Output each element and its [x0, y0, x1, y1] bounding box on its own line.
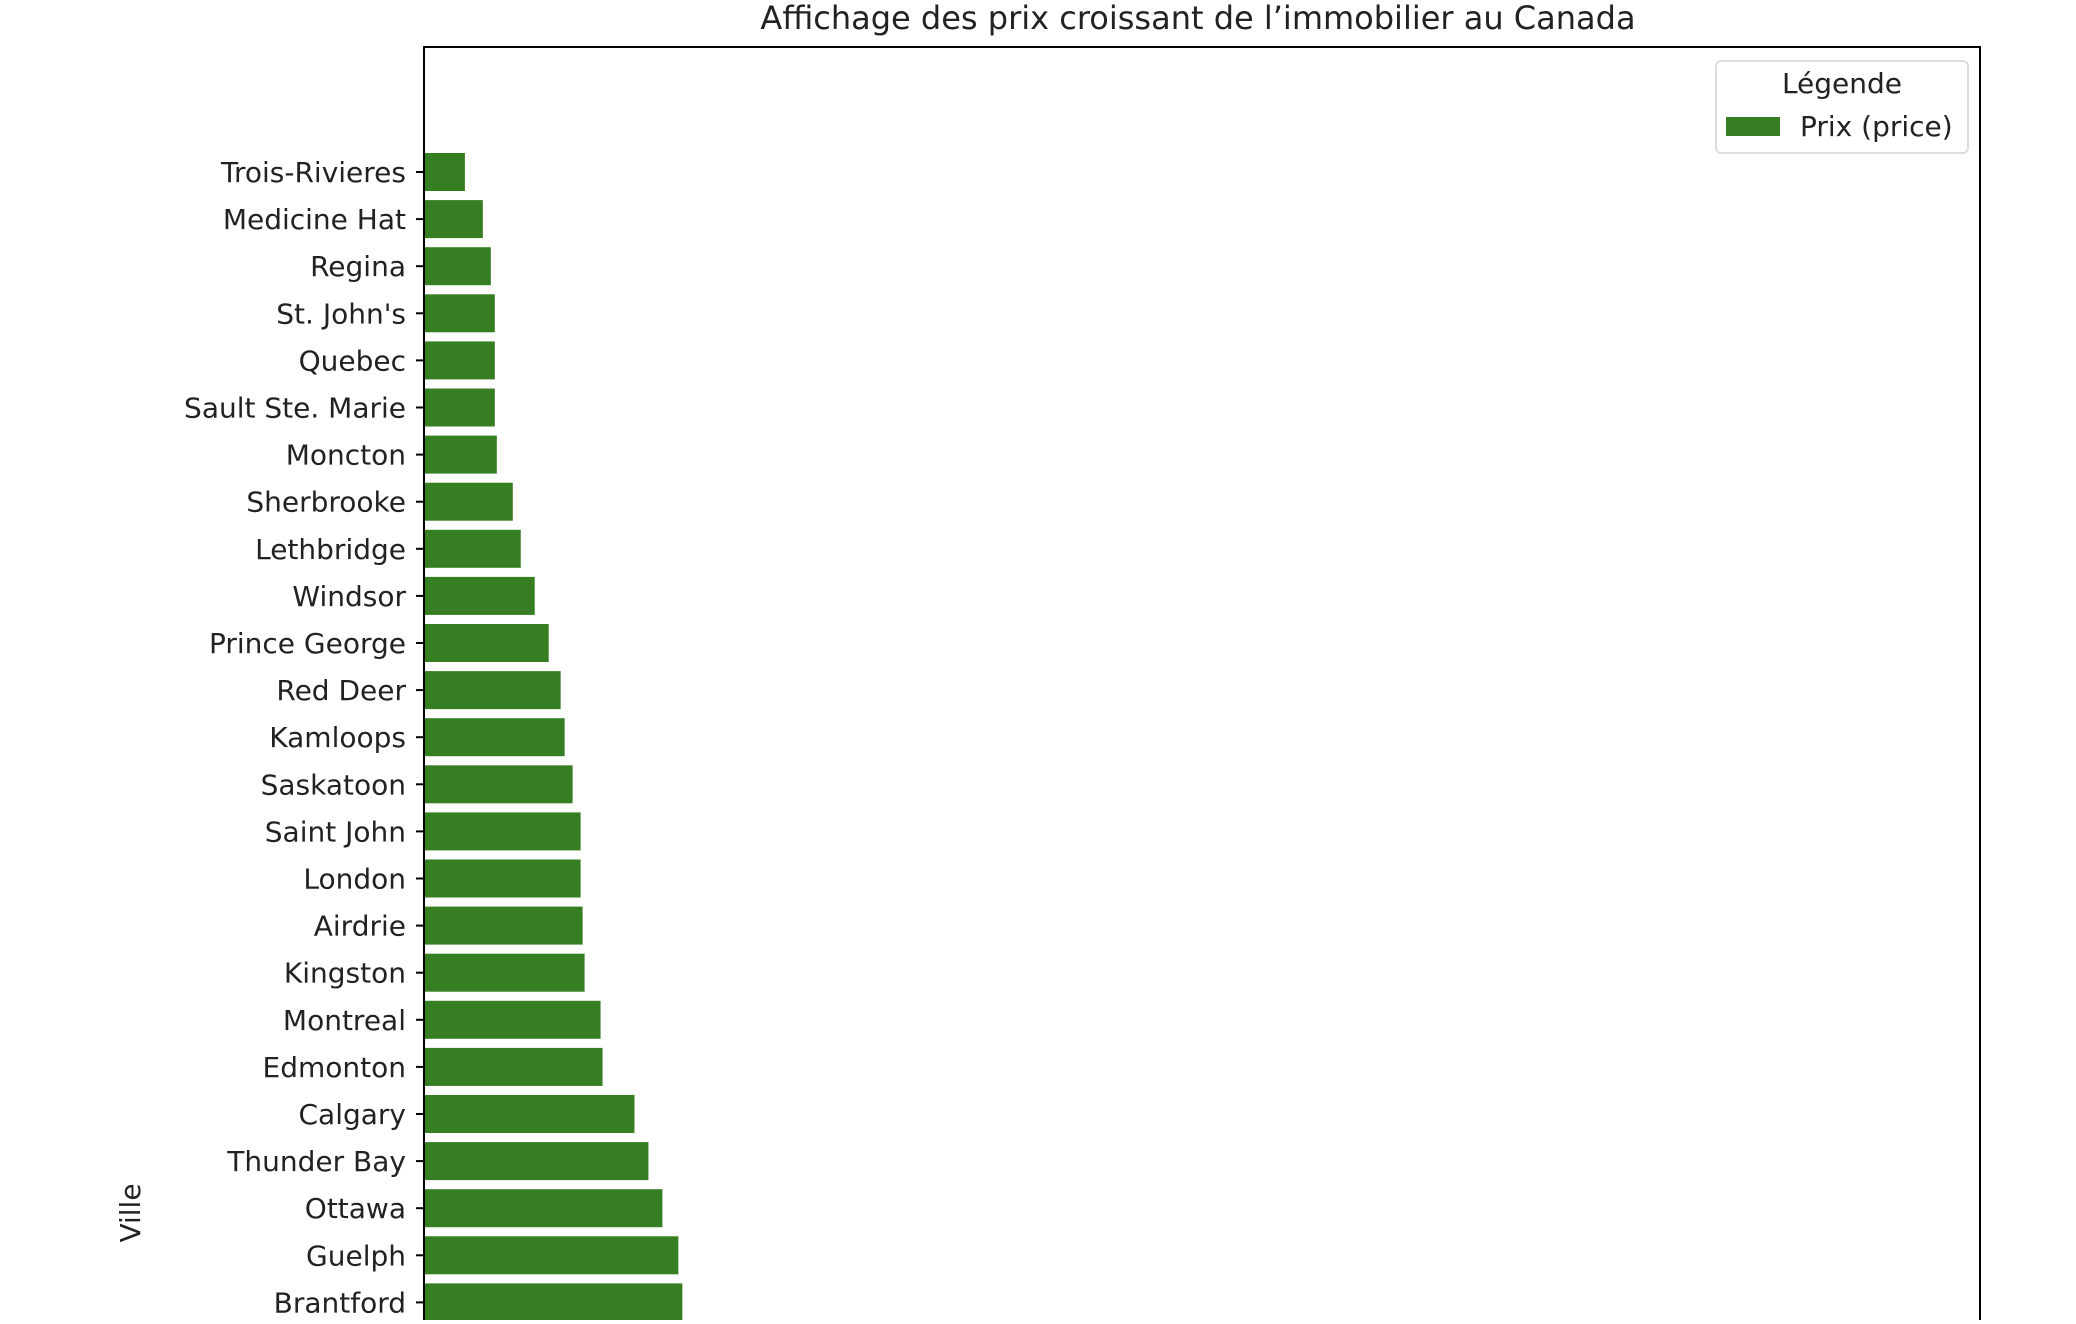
- y-tick-label: London: [303, 863, 406, 896]
- bar: [425, 1283, 683, 1322]
- legend-label: Prix (price): [1800, 110, 1953, 143]
- y-tick-label: Calgary: [298, 1098, 406, 1131]
- bar: [425, 1047, 603, 1086]
- bar: [425, 953, 585, 992]
- bar: [425, 435, 497, 474]
- bar: [425, 153, 465, 191]
- chart-title: Affichage des prix croissant de l’immobi…: [760, 0, 1635, 37]
- y-tick-label: Ottawa: [305, 1192, 406, 1225]
- y-tick-label: Edmonton: [263, 1051, 406, 1084]
- bar: [425, 482, 513, 521]
- y-tick-label: Brantford: [274, 1286, 406, 1319]
- bar: [425, 812, 581, 851]
- y-tick-label: Trois-Rivieres: [220, 156, 406, 189]
- y-tick-label: Saskatoon: [261, 768, 406, 801]
- bar: [425, 1236, 679, 1275]
- bar: [425, 529, 521, 568]
- bar: [425, 294, 495, 333]
- y-tick-label: Prince George: [209, 627, 406, 660]
- y-tick-label: Regina: [310, 250, 406, 283]
- y-tick-label: Kingston: [284, 957, 406, 990]
- bar: [425, 1095, 635, 1133]
- y-tick-label: Airdrie: [314, 910, 406, 943]
- bar: [425, 624, 549, 662]
- bar: [425, 388, 495, 427]
- bar: [425, 1000, 601, 1039]
- bar: [425, 718, 565, 757]
- y-tick-label: Red Deer: [276, 674, 406, 707]
- bar: [425, 576, 535, 615]
- y-tick-label: Saint John: [265, 815, 406, 848]
- y-tick-label: Montreal: [283, 1004, 406, 1037]
- y-axis-label: Ville: [114, 1183, 147, 1242]
- bar: [425, 906, 583, 945]
- bar: [425, 341, 495, 380]
- y-tick-label: Guelph: [306, 1239, 406, 1272]
- legend-swatch: [1726, 117, 1780, 136]
- bar: [425, 247, 491, 286]
- y-tick-label: Sault Ste. Marie: [184, 392, 406, 425]
- y-tick-label: Kamloops: [269, 721, 406, 754]
- y-tick-label: Quebec: [299, 344, 406, 377]
- bar: [425, 671, 561, 710]
- bar: [425, 1142, 649, 1181]
- legend-title: Légende: [1782, 67, 1902, 100]
- y-tick-label: Medicine Hat: [223, 203, 406, 236]
- bar: [425, 200, 483, 239]
- plot-area: Trois-Rivieres Medicine Hat Regina St. John…: [184, 153, 683, 1322]
- y-tick-label: Thunder Bay: [226, 1145, 406, 1178]
- y-tick-label: St. John's: [276, 297, 406, 330]
- y-tick-label: Moncton: [286, 439, 406, 472]
- bar: [425, 1189, 663, 1228]
- legend: Légende Prix (price): [1715, 60, 1969, 154]
- bar: [425, 765, 573, 804]
- y-tick-label: Windsor: [292, 580, 406, 613]
- y-tick-label: Sherbrooke: [246, 486, 406, 519]
- axes-frame: [423, 46, 1981, 1324]
- y-tick-label: Lethbridge: [255, 533, 406, 566]
- bar: [425, 859, 581, 898]
